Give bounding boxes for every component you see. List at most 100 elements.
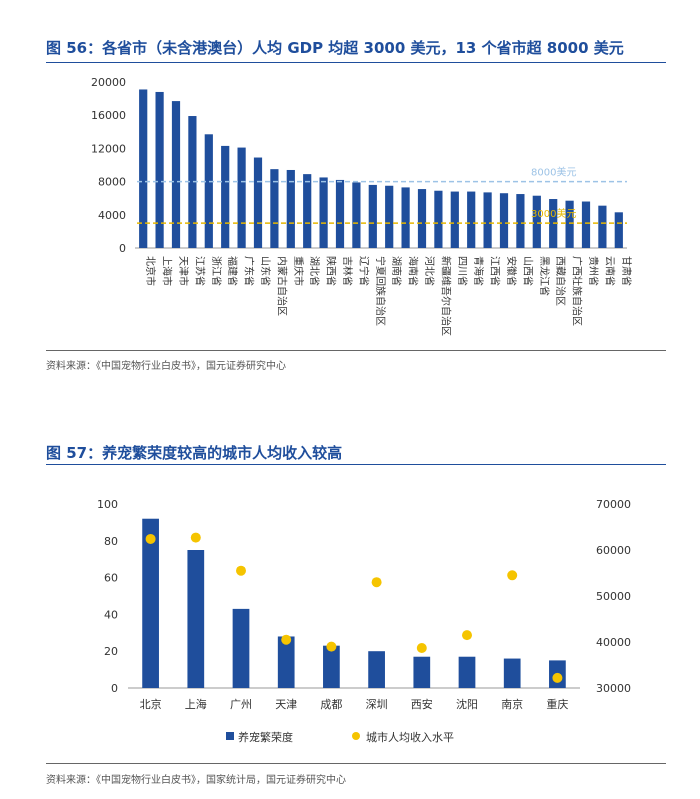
bar [434,190,443,248]
x-category-label: 重庆 [546,697,568,711]
x-category-label: 云南省 [603,256,616,286]
bar [483,192,492,248]
x-category-label: 安徽省 [505,256,518,286]
scatter-point [507,570,518,581]
y-tick-label: 0 [119,242,126,255]
y-right-tick-label: 70000 [596,498,631,511]
bar [323,645,340,688]
y-tick-label: 8000 [98,176,126,189]
x-category-label: 黑龙江省 [538,256,551,296]
x-category-label: 北京 [140,697,162,711]
x-category-label: 西安 [411,697,433,711]
x-category-label: 辽宁省 [357,256,370,286]
legend-bar-label: 养宠繁荣度 [238,730,293,744]
figure-57-source-rule [46,763,666,764]
bar [458,656,476,688]
bar [221,145,230,248]
y-right-tick-label: 40000 [596,636,631,649]
x-category-label: 深圳 [366,698,388,711]
legend-dot-swatch [352,732,360,740]
chart-56: 0 4000 8000 12000 16000 20000 8000美元 3000美元北京市上… [91,76,633,336]
x-category-label: 山东省 [259,256,272,286]
x-category-label: 江苏省 [193,256,206,286]
x-category-label: 天津 [275,698,297,711]
x-category-label: 四川省 [456,256,469,286]
bar [368,184,377,248]
bar [565,200,574,248]
bar [286,169,295,248]
bar [188,116,197,248]
scatter-point [190,532,201,543]
bar [614,212,623,248]
bar [532,195,541,248]
x-category-label: 吉林省 [341,256,354,286]
bar [385,185,394,248]
x-category-label: 湖北省 [308,256,321,286]
bar [516,194,525,248]
x-category-label: 广州 [230,698,252,711]
bar [237,147,246,248]
bar [139,89,148,248]
x-category-label: 青海省 [472,256,485,286]
bar [467,191,476,248]
x-category-label: 广西壮族自治区 [571,256,584,326]
bar [277,636,295,688]
x-category-label: 湖南省 [390,256,403,286]
x-category-label: 沈阳 [456,697,478,711]
bar [581,201,591,248]
figure-56-title: 图 56：各省市（未含港澳台）人均 GDP 均超 3000 美元，13 个省市超… [46,39,624,57]
bar [204,134,213,248]
legend-dot-label: 城市人均收入水平 [366,730,454,744]
legend-bar-swatch [226,732,234,740]
figure-56-title-rule [46,62,666,63]
x-category-label: 南京 [501,697,523,711]
y-right-tick-label: 50000 [596,590,631,603]
y-left-tick-label: 100 [97,498,118,511]
bar [155,91,164,249]
bar [503,658,521,688]
x-category-label: 山西省 [521,256,534,286]
x-category-label: 广东省 [243,256,256,286]
x-category-label: 江西省 [489,256,502,286]
bar [187,550,205,688]
y-tick-label: 16000 [91,109,126,122]
bar [270,169,279,248]
scatter-point [462,630,472,641]
scatter-point [236,565,246,576]
y-tick-label: 12000 [91,142,126,155]
scatter-point [326,641,337,652]
bar [303,174,312,248]
bar [352,182,361,248]
x-category-label: 海南省 [407,256,420,286]
y-left-tick-label: 80 [104,535,118,548]
bar [171,101,181,248]
figure-57-title: 图 57：养宠繁荣度较高的城市人均收入较高 [46,444,343,462]
figure-56-source: 资料来源：《中国宠物行业白皮书》，国元证券研究中心 [46,361,286,372]
y-left-tick-label: 20 [104,645,118,658]
bar [401,187,410,248]
bar [319,177,328,248]
scatter-point [416,642,427,653]
y-tick-label: 4000 [98,209,126,222]
x-category-label: 宁夏回族自治区 [374,256,387,326]
bar [232,608,250,688]
x-category-label: 北京市 [144,256,157,286]
figure-57-source: 资料来源：《中国宠物行业白皮书》，国家统计局，国元证券研究中心 [46,775,346,786]
x-category-label: 福建省 [226,256,239,286]
x-category-label: 天津市 [177,256,190,286]
x-category-label: 甘肃省 [620,256,633,286]
x-category-label: 贵州省 [587,256,600,286]
bar [499,193,509,248]
scatter-point [552,672,563,683]
x-category-label: 陕西省 [325,256,338,286]
bar [413,656,431,688]
x-category-label: 重庆市 [292,256,305,286]
scatter-point [371,577,382,588]
bar [598,205,607,248]
x-category-label: 成都 [320,698,342,711]
bar [450,191,459,248]
x-category-label: 上海市 [161,256,174,286]
bar [335,179,345,248]
bar [253,157,263,248]
